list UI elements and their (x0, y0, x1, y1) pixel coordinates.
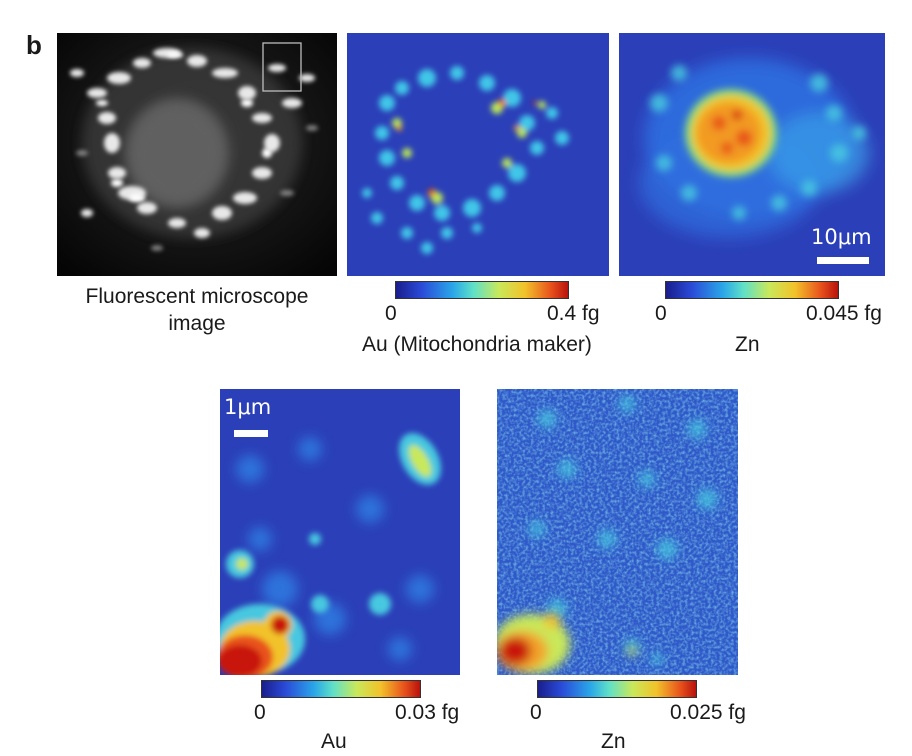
au-zoom-scale-bar-label: 1μm (224, 395, 272, 419)
au-mitochondria-map (347, 33, 609, 276)
au-zoom-colorbar (261, 680, 421, 698)
zn-zoom-map (497, 389, 738, 675)
zn-top-colorbar (665, 281, 839, 299)
au-zoom-cbar-max: 0.03 fg (395, 701, 460, 724)
zn-zoom-cbar-max: 0.025 fg (670, 701, 746, 724)
au-zoom-cbar-min: 0 (254, 701, 266, 724)
zn-top-cbar-min: 0 (655, 302, 667, 325)
zn-top-element-label: Zn (735, 333, 760, 356)
zn-zoom-colorbar (537, 680, 697, 698)
fluorescent-microscope-image (57, 33, 337, 276)
zn-zoom-element-label: Zn (601, 730, 626, 753)
au-top-cbar-min: 0 (385, 302, 397, 325)
au-top-element-label: Au (Mitochondria maker) (362, 333, 592, 356)
au-zoom-element-label: Au (321, 730, 347, 753)
au-zoom-map: 1μm (220, 389, 460, 675)
panel-letter: b (26, 30, 42, 60)
zn-top-scale-bar-label: 10μm (811, 225, 872, 249)
zn-zoom-cbar-min: 0 (530, 701, 542, 724)
zn-top-map: 10μm (619, 33, 885, 276)
au-top-cbar-max: 0.4 fg (547, 302, 600, 325)
fluorescent-caption-line1: Fluorescent microscope (85, 285, 309, 308)
au-top-colorbar (395, 281, 569, 299)
zn-top-cbar-max: 0.045 fg (806, 302, 882, 325)
fluorescent-caption-line2: image (168, 312, 226, 335)
